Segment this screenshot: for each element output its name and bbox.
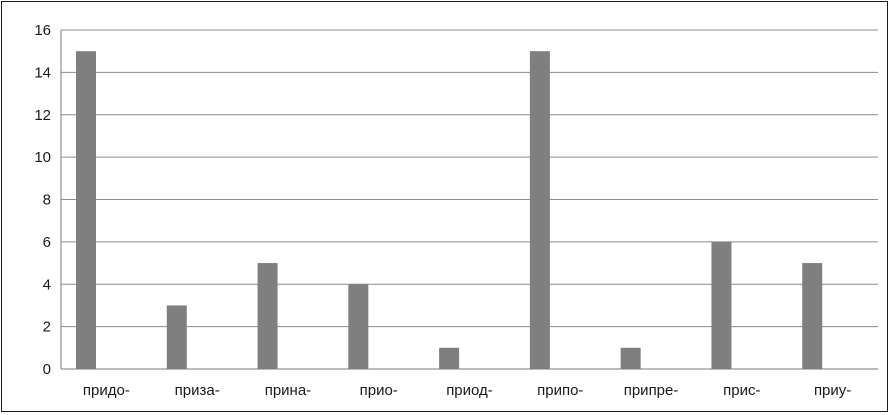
x-tick-label: прио- [360,382,398,399]
x-tick-label: прина- [265,382,311,399]
x-axis-ticks: придо-приза-прина-прио-приод-припо-припр… [83,382,851,399]
bar-7 [711,241,732,369]
y-tick-label: 4 [43,276,51,293]
y-tick-label: 12 [34,107,51,124]
y-tick-label: 8 [43,192,51,209]
x-tick-label: припре- [624,382,679,399]
gridlines [61,29,878,328]
bar-2 [257,263,278,369]
bar-4 [439,347,460,369]
y-axis-ticks: 0 2 4 6 8 10 12 14 16 [34,22,51,378]
y-tick-label: 16 [34,22,51,39]
x-tick-label: приод- [446,382,493,399]
bar-1 [166,305,187,369]
y-tick-label: 6 [43,234,51,251]
bar-3 [348,284,369,369]
x-tick-label: приу- [814,382,851,399]
bar-8 [802,263,823,369]
x-tick-label: припо- [537,382,583,399]
bar-5 [529,51,550,369]
y-tick-label: 0 [43,361,51,378]
x-tick-label: придо- [83,382,130,399]
bar-6 [620,347,641,369]
x-tick-label: приза- [175,382,220,399]
y-tick-label: 2 [43,319,51,336]
y-tick-label: 10 [34,149,51,166]
x-tick-label: прис- [723,382,760,399]
bar-0 [76,51,96,369]
y-tick-label: 14 [34,64,51,81]
bars [76,51,823,369]
